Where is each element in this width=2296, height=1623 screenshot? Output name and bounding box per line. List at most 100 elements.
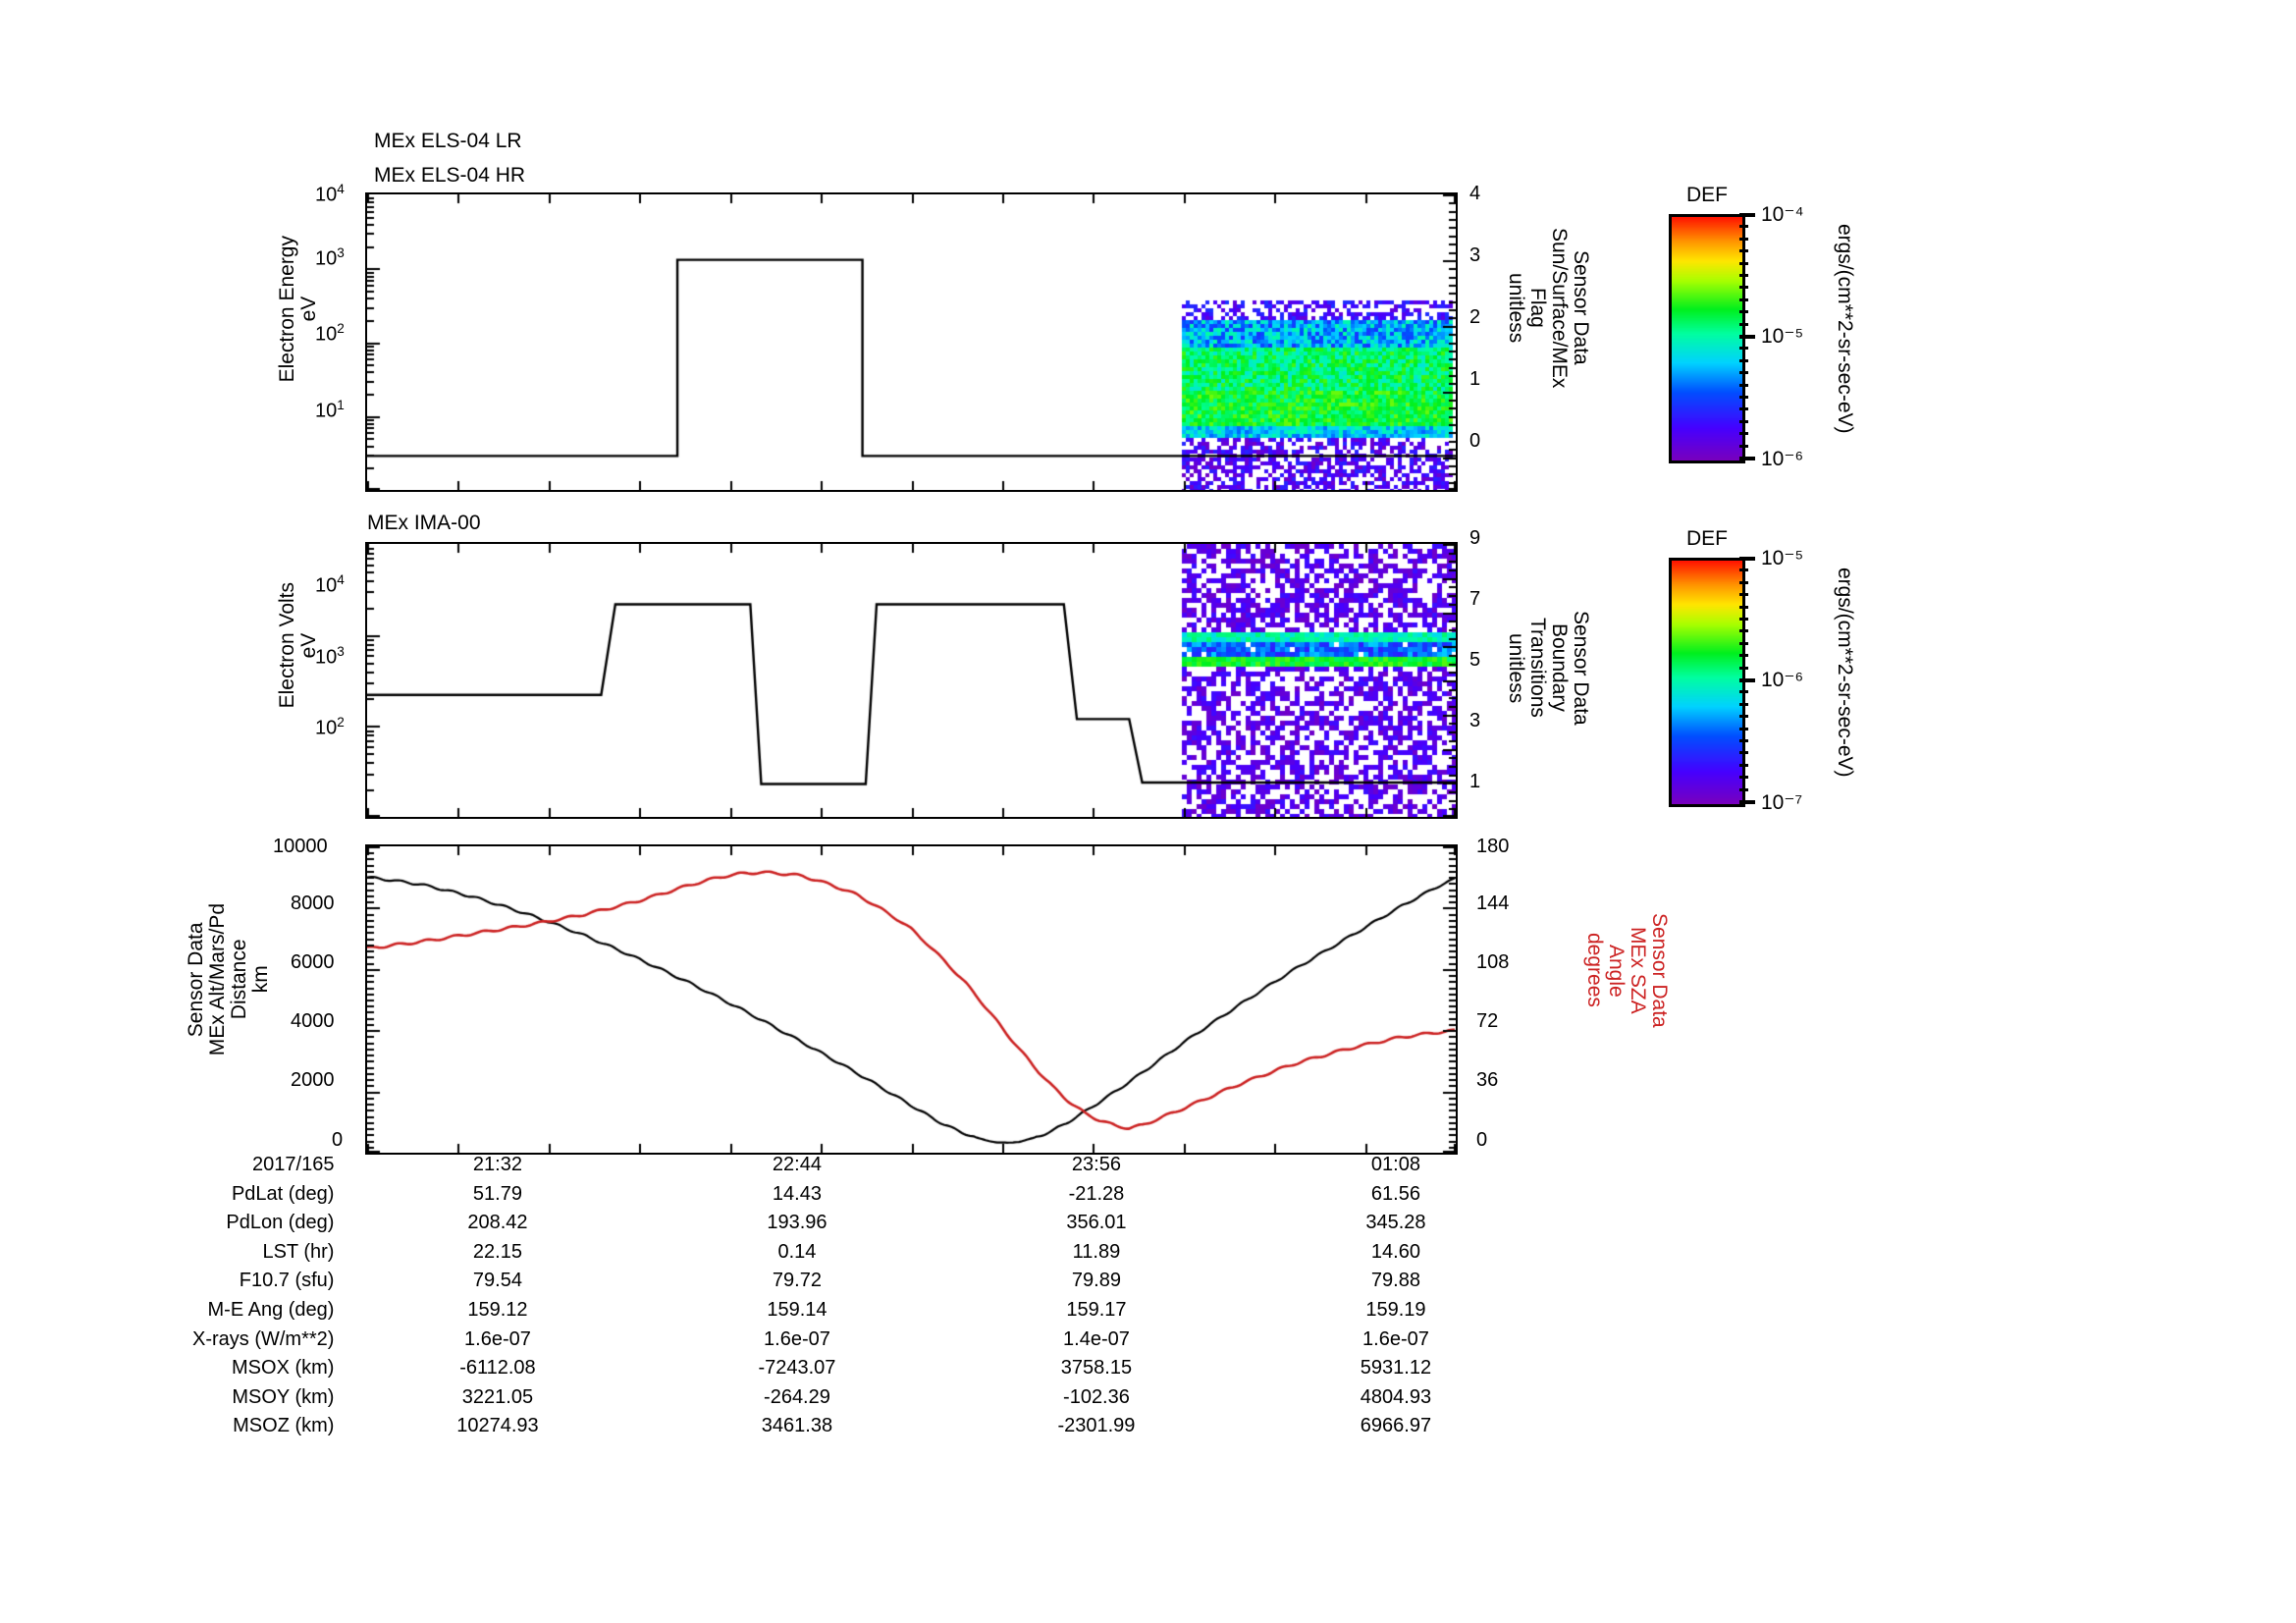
ephemeris-row-time: 2017/165 21:32 22:44 23:56 01:08	[192, 1152, 1545, 1181]
panel1-ylabel-right-line1: Sensor Data	[1570, 250, 1593, 366]
ephemeris-cell: -264.29	[764, 1385, 830, 1408]
colorbar1-label: DEF	[1686, 184, 1728, 206]
ephemeris-cell: -102.36	[1063, 1385, 1130, 1408]
ephemeris-cell: 3221.05	[461, 1385, 534, 1408]
panel3-ylabel-left-line4: km	[249, 965, 273, 994]
panel1-ylabel-left-line2: eV	[297, 296, 321, 322]
ephemeris-cell: 14.60	[1370, 1240, 1420, 1263]
colorbar-tick	[1739, 763, 1748, 767]
panel3-rtick-0: 0	[1476, 1129, 1488, 1151]
ephemeris-cell: 3461.38	[761, 1415, 833, 1437]
colorbar2-tick-bottom: 10⁻⁷	[1761, 791, 1803, 814]
panel3-ylabel-left-line3: Distance	[228, 939, 251, 1020]
ephemeris-cell: 22.15	[472, 1240, 522, 1263]
ephemeris-cell: 159.19	[1365, 1298, 1426, 1321]
colorbar-tick	[1739, 457, 1755, 460]
ephemeris-row: LST (hr) 22.15 0.14 11.89 14.60	[192, 1239, 1545, 1269]
ephemeris-cell: 1.6e-07	[464, 1327, 531, 1350]
ephemeris-row-label: X-rays (W/m**2)	[192, 1327, 335, 1350]
colorbar-tick	[1739, 702, 1748, 706]
ephemeris-cell: 79.72	[772, 1270, 822, 1292]
ephemeris-row: F10.7 (sfu) 79.54 79.72 79.89 79.88	[192, 1268, 1545, 1297]
panel1-title-lr-text: MEx ELS-04 LR	[374, 130, 522, 152]
colorbar-tick	[1739, 605, 1748, 609]
panel1-title-lr: MEx ELS-04 LR	[374, 130, 522, 153]
colorbar-tick	[1739, 444, 1748, 448]
ephemeris-time-0: 21:32	[472, 1154, 522, 1175]
panel1-rtick-3: 3	[1469, 244, 1481, 266]
panel3-ytick-2000: 2000	[291, 1069, 335, 1091]
panel1-plot-frame[interactable]	[365, 192, 1458, 492]
colorbar-tick	[1739, 618, 1748, 621]
ephemeris-cell: 1.4e-07	[1063, 1327, 1130, 1350]
ephemeris-row-label: MSOX (km)	[232, 1357, 335, 1380]
colorbar2-tick-mid: 10⁻⁶	[1761, 669, 1804, 691]
colorbar-tick	[1739, 641, 1748, 645]
panel3-plot-frame[interactable]	[365, 844, 1458, 1155]
panel3-ylabel-right-line4: degrees	[1583, 933, 1607, 1008]
colorbar1-gradient[interactable]	[1669, 214, 1745, 463]
colorbar1-unit: ergs/(cm**2-sr-sec-eV)	[1834, 224, 1857, 434]
panel2-ylabel-right-line1: Sensor Data	[1570, 611, 1593, 726]
panel3-ytick-0: 0	[332, 1129, 344, 1151]
colorbar-tick	[1739, 715, 1748, 719]
colorbar-tick	[1739, 739, 1748, 742]
colorbar-tick	[1739, 396, 1748, 399]
panel3-ylabel-left-line1: Sensor Data	[185, 922, 207, 1037]
panel3-rtick-144: 144	[1476, 893, 1510, 914]
colorbar-tick	[1739, 593, 1748, 597]
ephemeris-cell: 10274.93	[456, 1415, 539, 1437]
panel3-ylabel-right-line3: Angle	[1605, 944, 1629, 998]
ephemeris-date-label: 2017/165	[252, 1154, 335, 1175]
ephemeris-row-label: F10.7 (sfu)	[239, 1270, 335, 1292]
colorbar-tick	[1739, 751, 1748, 755]
panel3-ytick-8000: 8000	[291, 893, 335, 914]
panel1-ylabel-right-line4: unitless	[1505, 273, 1528, 344]
ephemeris-row-label: MSOY (km)	[232, 1385, 335, 1408]
colorbar2-gradient[interactable]	[1669, 558, 1745, 807]
ephemeris-cell: 208.42	[467, 1212, 528, 1234]
panel3-ytick-4000: 4000	[291, 1010, 335, 1032]
panel1-ylabel-right-line2: Sun/Surface/MEx	[1548, 228, 1572, 389]
ephemeris-row: MSOY (km) 3221.05 -264.29 -102.36 4804.93	[192, 1384, 1545, 1414]
panel3-ylabel-right-line1: Sensor Data	[1648, 913, 1672, 1028]
panel2-rtick-1: 1	[1469, 771, 1481, 792]
colorbar1-tick-top: 10⁻⁴	[1761, 203, 1804, 226]
ephemeris-cell: 79.89	[1071, 1270, 1121, 1292]
colorbar-tick	[1739, 261, 1748, 265]
panel3-ylabel-left: Sensor Data MEx Alt/Mars/Pd Distance km	[185, 903, 273, 1055]
colorbar-tick	[1739, 557, 1755, 561]
panel2-ylabel-right-line2: Boundary	[1548, 623, 1572, 713]
panel1-title-hr: MEx ELS-04 HR	[374, 164, 525, 188]
panel1-rtick-0: 0	[1469, 430, 1481, 452]
colorbar-tick	[1739, 237, 1748, 241]
ephemeris-cell: -2301.99	[1057, 1415, 1136, 1437]
ephemeris-cell: 159.14	[767, 1298, 828, 1321]
ephemeris-cell: 345.28	[1365, 1212, 1426, 1234]
ephemeris-row-label: PdLat (deg)	[231, 1182, 335, 1205]
panel1-ytick-1e1: 101	[315, 398, 345, 422]
panel1-rtick-4: 4	[1469, 183, 1481, 204]
panel2-ylabel-left-line1: Electron Volts	[276, 582, 298, 709]
colorbar-tick	[1739, 310, 1748, 314]
panel2-plot-frame[interactable]	[365, 542, 1458, 819]
panel1-title-hr-text: MEx ELS-04 HR	[374, 164, 526, 187]
colorbar-tick	[1739, 371, 1748, 375]
panel2-rtick-5: 5	[1469, 649, 1481, 671]
ephemeris-cell: 79.54	[472, 1270, 522, 1292]
panel2-rtick-7: 7	[1469, 588, 1481, 610]
colorbar1-tick-bottom: 10⁻⁶	[1761, 448, 1804, 470]
panel3-ytick-6000: 6000	[291, 951, 335, 973]
ephemeris-cell: 4804.93	[1360, 1385, 1432, 1408]
colorbar2-label: DEF	[1686, 527, 1728, 550]
ephemeris-row-label: M-E Ang (deg)	[207, 1298, 335, 1321]
colorbar-tick	[1739, 776, 1748, 780]
panel1-ytick-1e2: 102	[315, 321, 345, 346]
panel2-ylabel-right-line4: unitless	[1505, 632, 1528, 703]
ephemeris-cell: 79.88	[1370, 1270, 1420, 1292]
ephemeris-cell: 0.14	[777, 1240, 817, 1263]
colorbar-tick	[1739, 568, 1748, 572]
ephemeris-row: X-rays (W/m**2) 1.6e-07 1.6e-07 1.4e-07 1.6e…	[192, 1326, 1545, 1356]
panel1-ylabel-left-line1: Electron Energy	[276, 236, 298, 383]
panel3-ylabel-right: Sensor Data MEx SZA Angle degrees	[1583, 913, 1672, 1028]
